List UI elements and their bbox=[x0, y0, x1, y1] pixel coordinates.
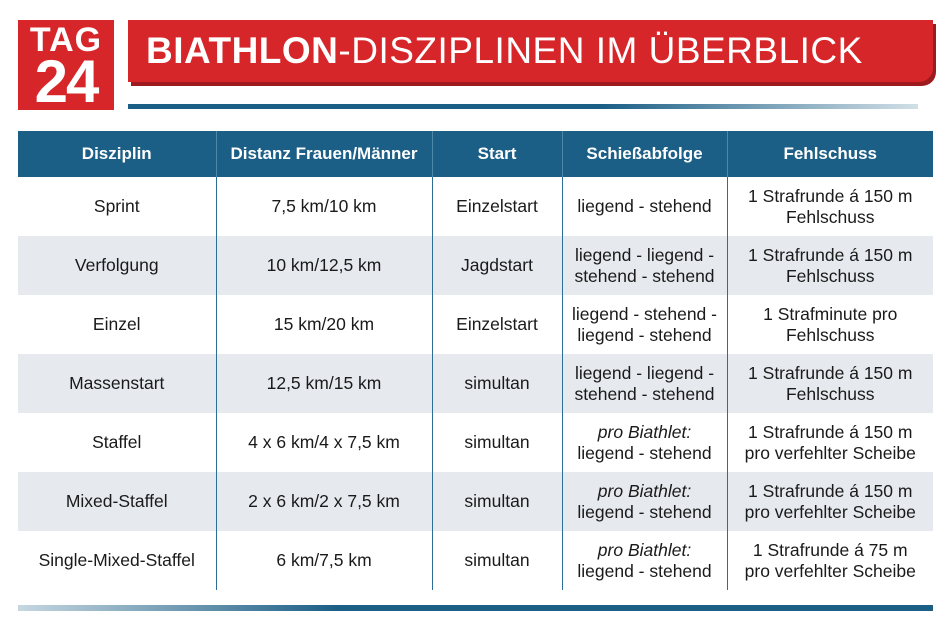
cell-distanz: 12,5 km/15 km bbox=[215, 354, 432, 413]
schiess-line-2: liegend - stehend bbox=[577, 501, 712, 522]
schiess-note: pro Biathlet: bbox=[597, 421, 692, 442]
cell-distanz: 4 x 6 km/4 x 7,5 km bbox=[215, 413, 432, 472]
fehl-line-1: 1 Strafrunde á 150 m bbox=[748, 362, 913, 383]
header-schiessabfolge: Schießabfolge bbox=[561, 131, 727, 177]
title-rest: -DISZIPLINEN IM ÜBERBLICK bbox=[338, 30, 863, 71]
fehl-line-1: 1 Strafrunde á 150 m bbox=[748, 421, 913, 442]
fehl-line-2: pro verfehlter Scheibe bbox=[744, 442, 916, 463]
header-disziplin: Disziplin bbox=[18, 131, 216, 177]
cell-fehlschuss: 1 Strafrunde á 75 m pro verfehlter Scheib… bbox=[726, 531, 933, 590]
fehl-line-2: pro verfehlter Scheibe bbox=[744, 560, 916, 581]
fehl-line-1: 1 Strafrunde á 150 m bbox=[748, 244, 913, 265]
cell-schiessabfolge: liegend - stehend bbox=[561, 177, 727, 236]
cell-schiessabfolge: pro Biathlet: liegend - stehend bbox=[561, 472, 727, 531]
schiess-line-1: liegend - liegend - bbox=[574, 362, 715, 383]
cell-start: Jagdstart bbox=[431, 236, 562, 295]
table-row: Single-Mixed-Staffel 6 km/7,5 km simulta… bbox=[18, 531, 933, 590]
title-banner: BIATHLON-DISZIPLINEN IM ÜBERBLICK bbox=[128, 20, 933, 82]
cell-fehlschuss: 1 Strafrunde á 150 m pro verfehlter Schei… bbox=[726, 472, 933, 531]
table-row: Einzel 15 km/20 km Einzelstart liegend -… bbox=[18, 295, 933, 354]
cell-schiessabfolge: liegend - stehend - liegend - stehend bbox=[561, 295, 727, 354]
fehl-line-2: Fehlschuss bbox=[785, 206, 875, 227]
cell-distanz: 6 km/7,5 km bbox=[215, 531, 432, 590]
header-start: Start bbox=[431, 131, 562, 177]
cell-fehlschuss: 1 Strafrunde á 150 m Fehlschuss bbox=[726, 236, 933, 295]
logo-text-24: 24 bbox=[34, 48, 100, 115]
cell-start: simultan bbox=[431, 354, 562, 413]
cell-disziplin: Staffel bbox=[92, 432, 142, 452]
fehl-line-1: 1 Strafrunde á 150 m bbox=[748, 480, 913, 501]
cell-disziplin: Mixed-Staffel bbox=[18, 472, 216, 531]
table-row: Sprint 7,5 km/10 km Einzelstart liegend … bbox=[18, 177, 933, 236]
cell-fehlschuss: 1 Strafrunde á 150 m Fehlschuss bbox=[726, 354, 933, 413]
table-header-row: Disziplin Distanz Frauen/Männer Start Sc… bbox=[18, 131, 933, 177]
cell-fehlschuss: 1 Strafrunde á 150 m Fehlschuss bbox=[726, 177, 933, 236]
fehl-line-2: Fehlschuss bbox=[785, 324, 875, 345]
logo-text-tag: TAG bbox=[29, 21, 103, 59]
title-bold: BIATHLON bbox=[146, 30, 339, 71]
disciplines-table: Disziplin Distanz Frauen/Männer Start Sc… bbox=[18, 131, 933, 590]
cell-distanz: 10 km/12,5 km bbox=[215, 236, 432, 295]
cell-start: simultan bbox=[431, 472, 562, 531]
schiess-note: pro Biathlet: bbox=[597, 480, 692, 501]
top-divider bbox=[128, 104, 918, 109]
cell-disziplin: Massenstart bbox=[18, 354, 216, 413]
cell-fehlschuss: 1 Strafrunde á 150 m pro verfehlter Schei… bbox=[726, 413, 933, 472]
cell-distanz: 7,5 km/10 km bbox=[215, 177, 432, 236]
schiess-line-2: stehend - stehend bbox=[574, 265, 715, 286]
cell-disziplin: Einzel bbox=[92, 314, 141, 334]
schiess-line-1: liegend - stehend - bbox=[572, 303, 717, 324]
schiess-note: pro Biathlet: bbox=[597, 539, 692, 560]
cell-schiessabfolge: pro Biathlet: liegend - stehend bbox=[561, 531, 727, 590]
cell-disziplin: Verfolgung bbox=[18, 236, 216, 295]
cell-start: simultan bbox=[431, 531, 562, 590]
page-title: BIATHLON-DISZIPLINEN IM ÜBERBLICK bbox=[146, 20, 863, 82]
fehl-line-1: 1 Strafrunde á 150 m bbox=[748, 185, 913, 206]
table-row: Staffel 4 x 6 km/4 x 7,5 km simultan pro… bbox=[18, 413, 933, 472]
schiess-line: liegend - stehend bbox=[577, 196, 712, 216]
cell-schiessabfolge: liegend - liegend - stehend - stehend bbox=[561, 236, 727, 295]
schiess-line-2: stehend - stehend bbox=[574, 383, 715, 404]
table-row: Mixed-Staffel 2 x 6 km/2 x 7,5 km simult… bbox=[18, 472, 933, 531]
header-distanz: Distanz Frauen/Männer bbox=[215, 131, 432, 177]
fehl-line-2: pro verfehlter Scheibe bbox=[744, 501, 916, 522]
cell-start: Einzelstart bbox=[431, 177, 562, 236]
cell-schiessabfolge: liegend - liegend - stehend - stehend bbox=[561, 354, 727, 413]
fehl-line-2: Fehlschuss bbox=[785, 265, 875, 286]
header-fehlschuss: Fehlschuss bbox=[726, 131, 933, 177]
cell-schiessabfolge: pro Biathlet: liegend - stehend bbox=[561, 413, 727, 472]
cell-distanz: 15 km/20 km bbox=[215, 295, 432, 354]
cell-start: simultan bbox=[431, 413, 562, 472]
schiess-line-2: liegend - stehend bbox=[577, 324, 712, 345]
cell-disziplin: Sprint bbox=[93, 196, 140, 216]
schiess-line-2: liegend - stehend bbox=[577, 560, 712, 581]
fehl-line-2: Fehlschuss bbox=[785, 383, 875, 404]
cell-fehlschuss: 1 Strafminute pro Fehlschuss bbox=[726, 295, 933, 354]
table-row: Verfolgung 10 km/12,5 km Jagdstart liege… bbox=[18, 236, 933, 295]
fehl-line-1: 1 Strafminute pro bbox=[763, 303, 898, 324]
fehl-line-1: 1 Strafrunde á 75 m bbox=[752, 539, 908, 560]
schiess-line-1: liegend - liegend - bbox=[574, 244, 715, 265]
table-row: Massenstart 12,5 km/15 km simultan liege… bbox=[18, 354, 933, 413]
cell-disziplin: Single-Mixed-Staffel bbox=[38, 550, 195, 570]
cell-distanz: 2 x 6 km/2 x 7,5 km bbox=[215, 472, 432, 531]
tag24-logo: TAG 24 bbox=[18, 20, 114, 115]
bottom-divider bbox=[18, 605, 933, 611]
schiess-line-2: liegend - stehend bbox=[577, 442, 712, 463]
cell-start: Einzelstart bbox=[431, 295, 562, 354]
